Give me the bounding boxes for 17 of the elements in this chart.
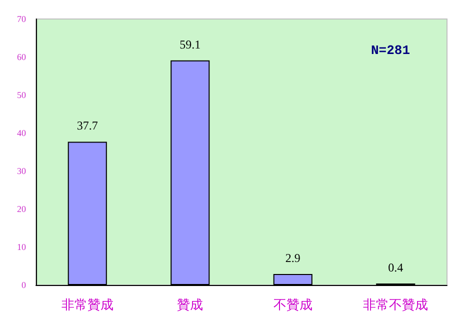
y-tick-label: 60 — [17, 52, 26, 62]
data-label: 0.4 — [388, 260, 404, 274]
annotation: N=281 — [370, 43, 410, 58]
x-tick-label: 不贊成 — [273, 298, 312, 313]
y-tick-label: 50 — [17, 90, 26, 100]
data-label: 2.9 — [285, 250, 300, 265]
y-tick-label: 70 — [17, 14, 26, 24]
y-tick-label: 10 — [17, 242, 26, 252]
data-label: 59.1 — [180, 37, 201, 52]
x-tick-label: 贊成 — [177, 298, 204, 313]
x-tick-label: 非常不贊成 — [363, 298, 428, 313]
y-tick-label: 40 — [17, 128, 26, 138]
data-label: 37.7 — [76, 118, 98, 133]
y-tick-label: 0 — [22, 280, 26, 290]
y-tick-label: 30 — [17, 166, 26, 176]
x-tick-label: 非常贊成 — [61, 298, 114, 313]
y-tick-label: 20 — [17, 204, 26, 214]
